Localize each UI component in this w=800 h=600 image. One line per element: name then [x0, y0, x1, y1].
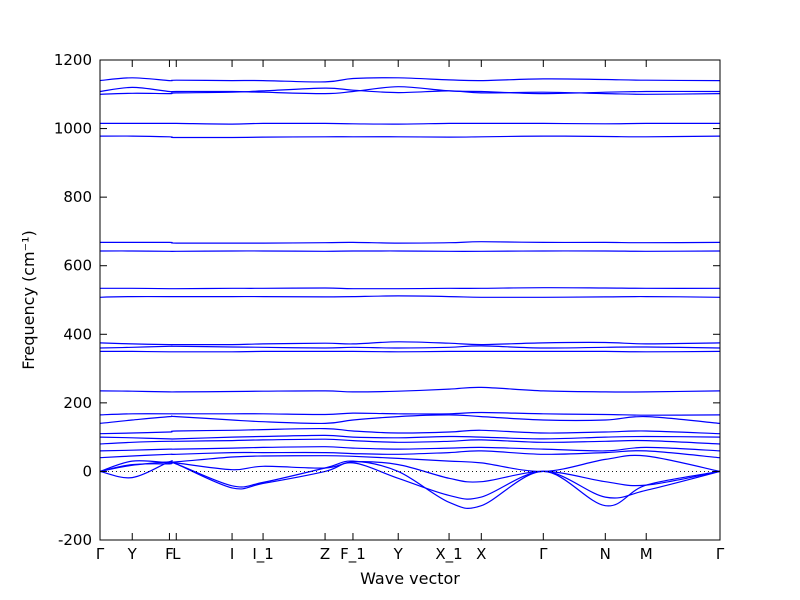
- band-line-20: [99, 454, 721, 473]
- y-tick-label: 800: [63, 188, 92, 206]
- band-line-8: [99, 295, 721, 298]
- band-line-3: [99, 122, 720, 125]
- y-tick-label: -200: [58, 531, 92, 549]
- band-line-21: [99, 460, 721, 487]
- band-line-10: [99, 345, 721, 349]
- x-tick-label: N: [600, 545, 611, 563]
- band-line-12: [99, 386, 721, 393]
- band-line-9: [99, 341, 721, 346]
- band-line-2: [99, 86, 721, 95]
- x-tick-label: Γ: [96, 545, 105, 563]
- y-tick-label: 600: [63, 257, 92, 275]
- y-tick-label: 400: [63, 325, 92, 343]
- y-tick-label: 1200: [54, 51, 92, 69]
- x-tick-label: M: [640, 545, 653, 563]
- x-tick-label: I_1: [252, 545, 273, 564]
- x-tick-label: Y: [127, 545, 138, 563]
- y-axis-label: Frequency (cm⁻¹): [19, 230, 38, 369]
- y-tick-label: 0: [82, 462, 92, 480]
- x-ticks: Γ Y FL I I_1 Z F_1 Y X_1 X Γ N M Γ: [96, 60, 725, 564]
- x-axis-label: Wave vector: [360, 569, 460, 588]
- band-line-14: [99, 414, 721, 425]
- y-ticks: -200 0 200 400 600 800 1000 1200: [54, 51, 720, 549]
- band-line-19: [99, 450, 721, 459]
- band-line-17: [99, 438, 721, 445]
- band-line-22: [99, 460, 721, 500]
- series-layer: [99, 77, 721, 510]
- band-line-13: [99, 411, 721, 416]
- x-tick-label: I: [230, 545, 234, 563]
- band-line-4: [99, 135, 721, 139]
- x-tick-label: Γ: [716, 545, 725, 563]
- band-line-15: [99, 427, 721, 435]
- band-line-16: [99, 434, 721, 440]
- x-tick-label: Z: [320, 545, 330, 563]
- x-tick-label: Γ: [539, 545, 548, 563]
- band-line-5: [99, 241, 721, 244]
- x-tick-label: Y: [393, 545, 404, 563]
- x-tick-label: X: [476, 545, 486, 563]
- plot-frame: [99, 59, 721, 541]
- x-tick-label: F: [165, 545, 174, 563]
- x-tick-label: L: [172, 545, 181, 563]
- band-line-1: [99, 77, 721, 83]
- y-tick-label: 1000: [54, 120, 92, 138]
- band-line-0: [99, 87, 721, 95]
- x-tick-label: F_1: [340, 545, 366, 564]
- band-line-18: [99, 446, 721, 452]
- band-line-7: [99, 287, 721, 290]
- x-tick-label: X_1: [435, 545, 462, 564]
- band-line-23: [99, 460, 721, 510]
- y-tick-label: 200: [63, 394, 92, 412]
